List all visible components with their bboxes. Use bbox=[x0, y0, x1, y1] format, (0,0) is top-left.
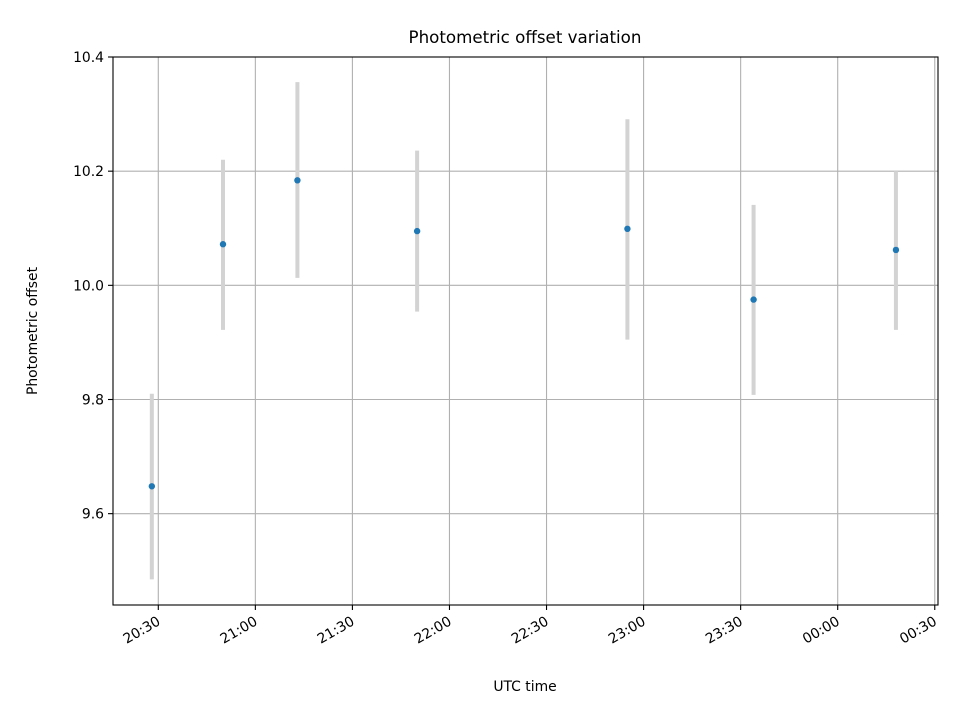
y-axis-title: Photometric offset bbox=[25, 266, 41, 395]
x-axis-title: UTC time bbox=[493, 679, 556, 695]
data-point bbox=[624, 225, 631, 233]
plot-frame bbox=[112, 56, 939, 606]
data-point bbox=[219, 241, 227, 248]
data-point bbox=[148, 483, 156, 490]
y-tick-label: 10.4 bbox=[73, 50, 104, 66]
y-tick-label: 9.6 bbox=[82, 507, 104, 523]
y-tick-label: 9.8 bbox=[82, 393, 104, 409]
data-point bbox=[294, 177, 301, 184]
y-tick-label: 10.2 bbox=[73, 164, 104, 180]
chart-title: Photometric offset variation bbox=[409, 27, 642, 47]
data-point bbox=[892, 246, 900, 254]
y-tick-label: 10.0 bbox=[73, 278, 104, 294]
data-point bbox=[413, 227, 421, 235]
marker-layer bbox=[148, 177, 900, 490]
data-point bbox=[750, 296, 757, 303]
